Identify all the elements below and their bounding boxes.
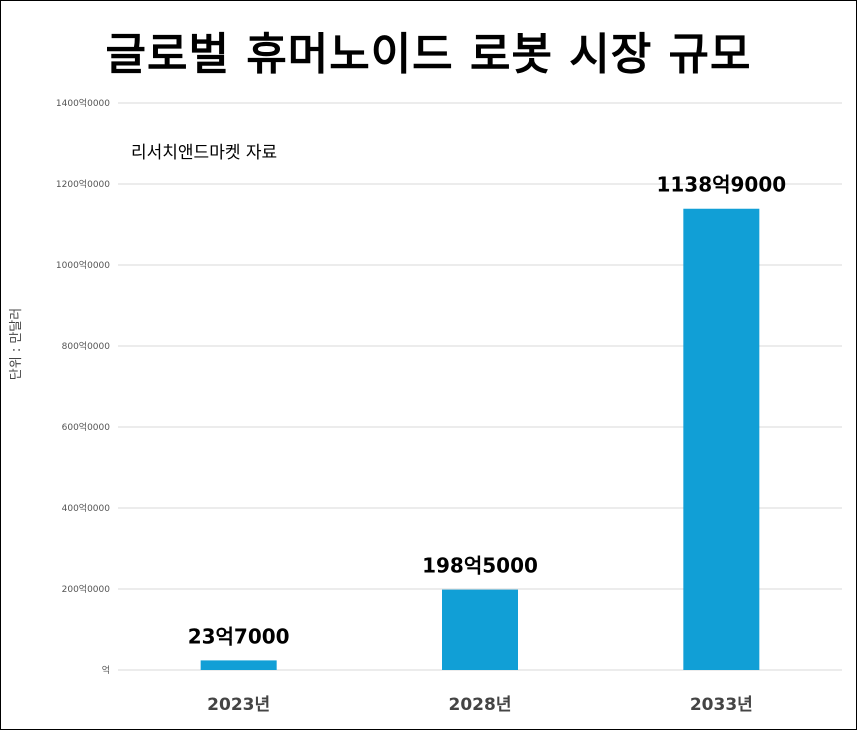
- chart-subtitle: 리서치앤드마켓 자료: [131, 143, 278, 163]
- y-tick-label: 800억0000: [62, 340, 111, 352]
- bars: [200, 208, 760, 671]
- bar-1: [200, 660, 277, 670]
- chart-title: 글로벌 휴머노이드 로봇 시장 규모: [105, 29, 752, 80]
- y-tick-label: 1400억0000: [56, 97, 110, 109]
- data-label-3: 1138억9000: [656, 173, 786, 197]
- data-label-2: 198억5000: [422, 554, 538, 578]
- x-tick-label-1: 2023년: [207, 695, 270, 715]
- y-tick-label: 억: [102, 664, 110, 676]
- x-tick-label-3: 2033년: [690, 695, 753, 715]
- x-tick-label-2: 2028년: [449, 695, 512, 715]
- data-labels: 23억7000 198억5000 1138억9000: [188, 173, 786, 649]
- x-tick-labels: 2023년 2028년 2033년: [207, 695, 753, 715]
- y-tick-label: 400억0000: [62, 502, 111, 514]
- y-tick-label: 200억0000: [62, 583, 111, 595]
- y-tick-label: 1200억0000: [56, 178, 110, 190]
- y-tick-labels: 억 200억0000 400억0000 600억0000 800억0000 1000억00…: [56, 97, 110, 676]
- data-label-1: 23억7000: [188, 624, 290, 648]
- bar-3: [683, 208, 760, 671]
- y-tick-label: 600억0000: [62, 421, 111, 433]
- bar-2: [442, 589, 518, 670]
- y-tick-label: 1000억0000: [56, 259, 110, 271]
